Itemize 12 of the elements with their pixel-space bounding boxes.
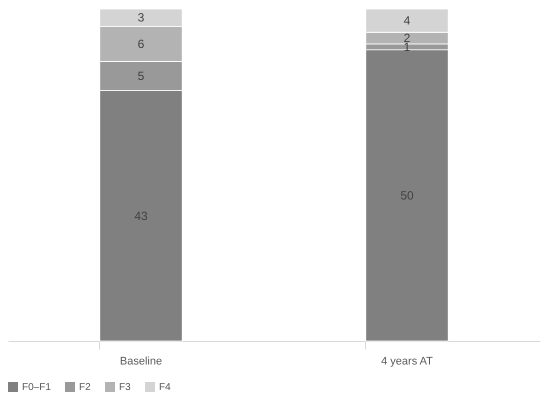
data-label: 50 (400, 188, 414, 202)
data-label: 6 (138, 36, 145, 51)
legend-label: F2 (79, 382, 92, 393)
data-label: 3 (138, 10, 145, 25)
data-label: 4 (404, 14, 411, 28)
x-tick-label: Baseline (120, 356, 162, 368)
data-label: 5 (138, 68, 145, 83)
legend-label: F0–F1 (22, 382, 52, 393)
data-label: 43 (134, 208, 148, 223)
legend-label: F4 (159, 382, 172, 393)
x-tick-label: 4 years AT (381, 356, 434, 368)
legend-label: F3 (119, 382, 132, 393)
